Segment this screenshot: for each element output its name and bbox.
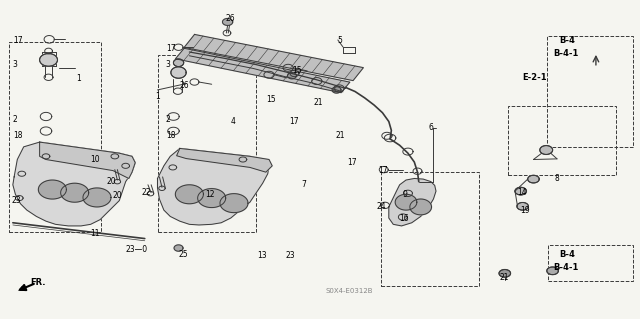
Text: 11: 11 <box>91 229 100 238</box>
Text: 15: 15 <box>292 66 301 76</box>
Text: 16: 16 <box>399 213 409 222</box>
Bar <box>9 42 101 232</box>
Text: 10: 10 <box>91 155 100 164</box>
Text: 20: 20 <box>113 191 122 200</box>
Polygon shape <box>157 148 269 225</box>
Polygon shape <box>40 54 58 66</box>
Text: 17: 17 <box>289 117 299 126</box>
Polygon shape <box>396 194 417 210</box>
Text: 21: 21 <box>335 131 345 140</box>
Text: 2: 2 <box>166 115 170 124</box>
Text: 26: 26 <box>226 14 236 23</box>
Text: 7: 7 <box>301 180 306 189</box>
Text: 12: 12 <box>205 190 215 199</box>
Text: S0X4-E0312B: S0X4-E0312B <box>325 288 372 294</box>
Text: 17: 17 <box>347 158 356 167</box>
Text: 13: 13 <box>257 251 267 260</box>
Text: 17: 17 <box>378 166 388 175</box>
Text: E-2-1: E-2-1 <box>523 73 547 82</box>
Polygon shape <box>40 142 135 178</box>
Polygon shape <box>499 270 511 277</box>
Text: 21: 21 <box>314 98 323 107</box>
Polygon shape <box>528 175 540 183</box>
Text: 4: 4 <box>231 117 236 126</box>
Text: 9: 9 <box>403 190 408 199</box>
Text: 2: 2 <box>13 115 18 124</box>
Polygon shape <box>287 72 296 79</box>
Polygon shape <box>83 188 111 207</box>
Polygon shape <box>177 148 272 172</box>
Text: 23: 23 <box>12 196 21 205</box>
Text: 22: 22 <box>141 188 151 197</box>
Polygon shape <box>184 34 364 81</box>
Text: 26: 26 <box>180 81 189 90</box>
Polygon shape <box>223 19 233 26</box>
Polygon shape <box>13 142 135 226</box>
Polygon shape <box>220 194 248 213</box>
Text: 21: 21 <box>500 273 509 282</box>
Text: B-4: B-4 <box>559 36 575 45</box>
Text: 15: 15 <box>266 95 276 104</box>
Text: 18: 18 <box>13 131 22 140</box>
Polygon shape <box>332 87 341 93</box>
Text: B-4-1: B-4-1 <box>553 263 579 271</box>
Text: 20: 20 <box>106 177 116 186</box>
Text: 14: 14 <box>518 188 527 197</box>
Text: 1: 1 <box>156 92 161 101</box>
Polygon shape <box>410 199 431 215</box>
Bar <box>381 172 479 286</box>
Text: B-4: B-4 <box>559 250 575 259</box>
Text: B-4-1: B-4-1 <box>553 49 579 58</box>
Polygon shape <box>540 145 552 154</box>
Text: 25: 25 <box>179 250 188 259</box>
Text: 6: 6 <box>428 123 433 132</box>
Text: 3: 3 <box>166 60 171 69</box>
Polygon shape <box>38 180 67 199</box>
Text: 3: 3 <box>13 60 18 69</box>
Text: 23: 23 <box>285 251 295 260</box>
Polygon shape <box>175 185 204 204</box>
Text: 24: 24 <box>376 203 386 211</box>
Polygon shape <box>175 48 350 93</box>
Text: 5: 5 <box>338 36 342 45</box>
Polygon shape <box>389 178 436 226</box>
Polygon shape <box>547 267 558 275</box>
Text: FR.: FR. <box>31 278 46 286</box>
Polygon shape <box>61 183 89 202</box>
Text: 18: 18 <box>166 131 175 140</box>
Bar <box>508 106 616 175</box>
Bar <box>157 55 256 232</box>
Text: 8: 8 <box>554 174 559 183</box>
Polygon shape <box>171 67 186 78</box>
Polygon shape <box>517 203 529 210</box>
Bar <box>547 36 633 147</box>
Polygon shape <box>173 59 184 67</box>
Polygon shape <box>515 187 527 195</box>
Text: 17: 17 <box>13 36 22 45</box>
Text: 23—0: 23—0 <box>125 245 148 254</box>
Text: 17: 17 <box>166 44 175 53</box>
Text: 1: 1 <box>77 74 81 83</box>
Polygon shape <box>198 189 226 208</box>
Text: 19: 19 <box>520 206 530 215</box>
Bar <box>548 245 633 281</box>
Polygon shape <box>174 245 183 251</box>
